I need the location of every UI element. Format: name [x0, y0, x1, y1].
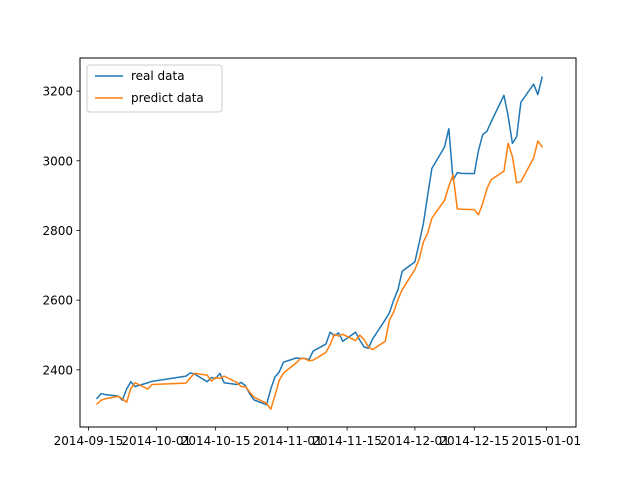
y-tick-label: 2800: [42, 224, 73, 238]
x-tick-label: 2014-10-01: [121, 434, 191, 448]
y-tick-label: 2400: [42, 363, 73, 377]
y-tick-label: 3200: [42, 85, 73, 99]
x-tick-label: 2014-12-01: [380, 434, 450, 448]
y-axis: 2400 2600 2800 3000 3200: [42, 85, 80, 377]
legend-label-real-data: real data: [131, 69, 185, 83]
y-tick-label: 3000: [42, 154, 73, 168]
axes-frame: [79, 57, 577, 428]
axes-background: [80, 58, 576, 427]
legend: real data predict data: [86, 64, 223, 113]
series-line-predict-data: [95, 140, 544, 410]
x-tick-label: 2014-12-15: [439, 434, 509, 448]
series-layer: [95, 76, 544, 410]
y-tick-label: 2600: [42, 294, 73, 308]
axes-layer: [79, 57, 577, 428]
x-tick-label: 2015-01-01: [511, 434, 581, 448]
legend-label-predict-data: predict data: [131, 91, 204, 105]
x-tick-label: 2014-11-15: [312, 434, 382, 448]
x-tick-label: 2014-10-15: [181, 434, 251, 448]
plot-area: [80, 58, 576, 427]
x-tick-label: 2014-11-01: [253, 434, 323, 448]
x-tick-label: 2014-09-15: [54, 434, 124, 448]
